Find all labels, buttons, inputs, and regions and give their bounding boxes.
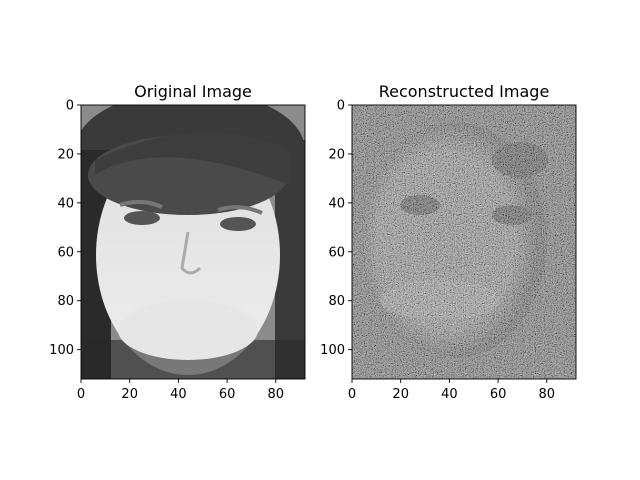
y-tick-label: 20 xyxy=(328,147,345,162)
chart-title: Reconstructed Image xyxy=(379,82,550,101)
x-tick-label: 80 xyxy=(268,387,285,402)
y-tick-label: 40 xyxy=(328,196,345,211)
y-tick-label: 20 xyxy=(57,147,74,162)
chart-title: Original Image xyxy=(134,82,252,101)
y-tick-label: 0 xyxy=(66,99,74,114)
x-tick-label: 20 xyxy=(121,387,138,402)
y-tick-label: 80 xyxy=(328,294,345,309)
x-tick-label: 40 xyxy=(441,387,458,402)
x-tick-label: 80 xyxy=(539,387,556,402)
plot-frame xyxy=(80,104,306,380)
y-tick-label: 60 xyxy=(328,245,345,260)
y-tick-label: 80 xyxy=(57,294,74,309)
x-tick-label: 0 xyxy=(77,387,85,402)
x-tick-label: 0 xyxy=(348,387,356,402)
y-tick-label: 100 xyxy=(320,343,345,358)
x-tick-label: 40 xyxy=(170,387,187,402)
panel-original: Original Image 0 20 40 60 80 0 20 40 60 80 100 xyxy=(49,82,306,402)
x-tick-label: 60 xyxy=(490,387,507,402)
y-tick-label: 100 xyxy=(49,343,74,358)
y-tick-label: 0 xyxy=(337,99,345,114)
plot-frame xyxy=(351,104,577,380)
original-face-image xyxy=(81,105,305,379)
x-tick-label: 20 xyxy=(392,387,409,402)
panel-reconstructed: Reconstructed Image 0 20 40 60 80 0 20 40 60 80 10… xyxy=(320,82,577,402)
x-tick-label: 60 xyxy=(219,387,236,402)
y-tick-label: 40 xyxy=(57,196,74,211)
reconstructed-face-image xyxy=(352,105,576,379)
y-tick-label: 60 xyxy=(57,245,74,260)
